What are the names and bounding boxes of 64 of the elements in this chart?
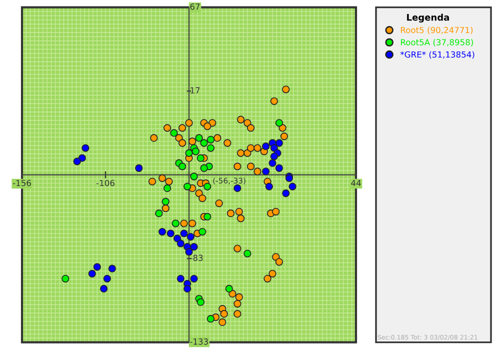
point <box>176 240 184 248</box>
point <box>265 182 273 190</box>
point <box>206 136 215 144</box>
point <box>186 232 194 241</box>
legend-label: Root5 (90,24771) <box>400 26 473 34</box>
point <box>234 184 242 192</box>
point <box>190 172 198 180</box>
point <box>178 162 186 170</box>
point <box>185 248 193 256</box>
x-tick-label: -156 <box>12 180 31 186</box>
point <box>196 298 205 306</box>
point <box>170 129 178 137</box>
point <box>180 230 188 238</box>
point <box>166 230 174 238</box>
point <box>184 182 192 190</box>
y-tick-label: 17 <box>190 87 200 94</box>
point <box>135 164 143 172</box>
point <box>192 148 200 156</box>
x-tick-label: 44 <box>351 180 361 186</box>
point <box>275 139 284 147</box>
point <box>163 184 172 192</box>
point <box>206 144 215 152</box>
y-tick-label: -83 <box>190 254 203 261</box>
y-tick-label: 67 <box>190 3 200 10</box>
point <box>100 284 108 293</box>
point <box>275 164 284 172</box>
point <box>200 164 208 172</box>
point <box>73 158 81 166</box>
legend-label: Root5A (37,8958) <box>400 38 473 46</box>
point <box>198 228 206 236</box>
point <box>185 149 193 157</box>
point <box>103 274 111 282</box>
point <box>190 274 198 282</box>
point <box>225 284 233 293</box>
point <box>262 142 270 150</box>
point <box>262 168 270 176</box>
point <box>196 154 205 162</box>
y-tick-label: -133 <box>190 338 208 345</box>
point <box>155 210 163 218</box>
point <box>244 250 252 258</box>
x-tick-label: -106 <box>96 180 114 186</box>
point <box>204 212 212 221</box>
point <box>288 182 296 190</box>
point <box>158 228 166 236</box>
point <box>190 243 198 251</box>
point <box>268 159 276 167</box>
point <box>200 139 208 147</box>
point <box>176 274 184 282</box>
point <box>184 284 192 293</box>
point <box>62 274 70 282</box>
point <box>195 134 203 142</box>
point <box>282 189 290 198</box>
point <box>108 264 116 272</box>
point <box>172 220 180 228</box>
point <box>270 152 278 160</box>
legend-title: Legenda <box>407 14 449 23</box>
point <box>275 119 284 127</box>
point <box>88 270 96 278</box>
legend-label: *GRE* (51,13854) <box>400 51 474 59</box>
point <box>162 198 170 206</box>
point <box>82 144 90 152</box>
point <box>204 182 212 190</box>
point <box>93 263 101 271</box>
point <box>206 315 215 323</box>
